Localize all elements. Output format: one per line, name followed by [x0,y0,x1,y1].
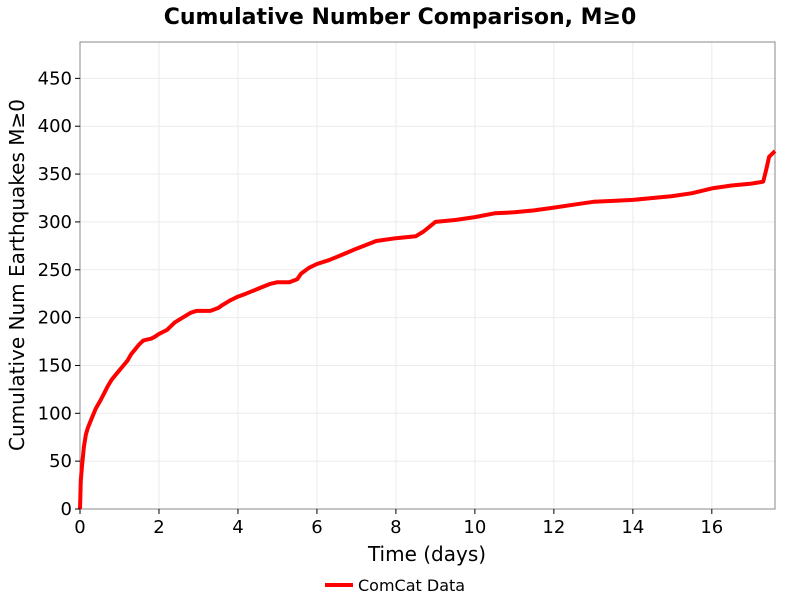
legend: ComCat Data [325,576,465,595]
y-tick-label: 100 [38,403,72,424]
plot-area-frame [79,41,776,510]
y-tick-label: 200 [38,308,72,329]
x-tick-label: 16 [700,517,723,538]
y-tick-label: 50 [49,451,72,472]
x-tick-label: 0 [74,517,85,538]
y-tick-label: 0 [61,499,72,520]
axis-ticks: 0 2 4 6 8 10 12 14 16 0 50 100 150 200 250 300 350 400 450 [38,68,724,538]
x-tick-label: 14 [621,517,644,538]
y-tick-label: 300 [38,212,72,233]
series-line-comcat-data [78,149,777,510]
y-tick-label: 450 [38,68,72,89]
x-tick-label: 8 [390,517,401,538]
y-tick-label: 350 [38,164,72,185]
y-tick-label: 150 [38,355,72,376]
legend-label: ComCat Data [358,576,465,595]
x-tick-label: 4 [232,517,243,538]
y-tick-label: 250 [38,260,72,281]
grid [79,42,775,510]
x-tick-label: 12 [542,517,565,538]
x-tick-label: 2 [153,517,164,538]
y-axis-label: Cumulative Num Earthquakes M≥0 [5,99,29,451]
chart-title: Cumulative Number Comparison, M≥0 [164,5,637,30]
x-axis-label: Time (days) [367,542,486,566]
y-tick-label: 400 [38,116,72,137]
x-tick-label: 6 [311,517,322,538]
x-tick-label: 10 [463,517,486,538]
